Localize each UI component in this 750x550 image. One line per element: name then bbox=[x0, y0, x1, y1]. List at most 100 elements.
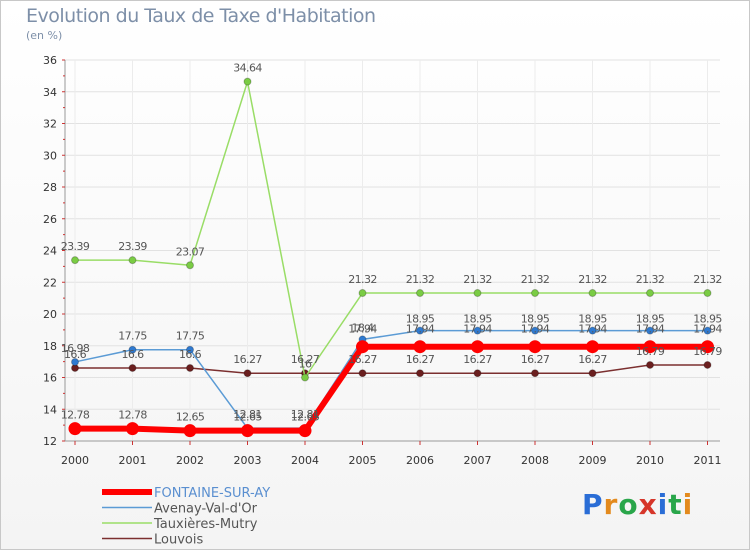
data-label-avenay-val-d-or: 16.98 bbox=[61, 342, 90, 355]
y-tick-label: 12 bbox=[43, 435, 57, 448]
data-point-louvois bbox=[531, 369, 539, 378]
y-tick-label: 20 bbox=[43, 308, 57, 321]
data-label-fontaine-sur-ay: 12.78 bbox=[118, 409, 147, 422]
data-point-tauxi-res-mutry bbox=[71, 256, 79, 265]
data-point-fontaine-sur-ay bbox=[126, 422, 139, 436]
data-point-louvois bbox=[416, 369, 424, 378]
data-label-tauxi-res-mutry: 21.32 bbox=[693, 273, 722, 286]
data-point-louvois bbox=[186, 363, 194, 372]
data-label-avenay-val-d-or: 18.95 bbox=[463, 313, 492, 326]
x-tick-label: 2000 bbox=[61, 454, 89, 467]
data-point-tauxi-res-mutry bbox=[588, 289, 597, 298]
data-label-fontaine-sur-ay: 17.94 bbox=[693, 323, 722, 336]
data-point-fontaine-sur-ay bbox=[183, 424, 197, 438]
data-label-avenay-val-d-or: 18.95 bbox=[406, 313, 435, 326]
y-tick-label: 24 bbox=[43, 245, 57, 258]
y-axis-ticks: 12 14 16 18 20 22 24 26 28 30 32 34 36 bbox=[43, 54, 65, 448]
data-label-avenay-val-d-or: 18.4 bbox=[351, 321, 374, 334]
data-label-fontaine-sur-ay: 12.78 bbox=[61, 409, 90, 422]
data-point-fontaine-sur-ay bbox=[471, 340, 484, 354]
data-point-tauxi-res-mutry bbox=[128, 256, 137, 265]
y-tick-label: 32 bbox=[43, 118, 57, 131]
series-lines bbox=[68, 77, 714, 438]
data-label-avenay-val-d-or: 17.75 bbox=[176, 330, 205, 343]
x-tick-label: 2002 bbox=[176, 454, 204, 467]
data-label-avenay-val-d-or: 12.81 bbox=[291, 408, 320, 421]
x-tick-label: 2003 bbox=[234, 454, 262, 467]
data-point-fontaine-sur-ay bbox=[298, 424, 312, 438]
data-label-fontaine-sur-ay: 17.94 bbox=[348, 323, 377, 336]
data-point-fontaine-sur-ay bbox=[701, 340, 714, 354]
x-tick-label: 2004 bbox=[291, 454, 319, 467]
data-point-avenay-val-d-or bbox=[531, 326, 539, 335]
chart-title: Evolution du Taux de Taxe d'Habitation bbox=[26, 5, 376, 27]
y-tick-label: 22 bbox=[43, 276, 57, 289]
y-tick-label: 30 bbox=[43, 149, 57, 162]
y-tick-label: 26 bbox=[43, 213, 57, 226]
data-point-avenay-val-d-or bbox=[186, 345, 194, 354]
data-point-louvois bbox=[358, 369, 367, 378]
data-label-fontaine-sur-ay: 12.65 bbox=[176, 411, 205, 424]
data-point-louvois bbox=[473, 369, 482, 378]
data-labels: 23.39 23.39 23.07 34.64 16 21.32 21.32 21.32 21.… bbox=[61, 62, 723, 424]
data-label-avenay-val-d-or: 18.95 bbox=[636, 313, 665, 326]
data-point-avenay-val-d-or bbox=[473, 326, 482, 335]
data-point-fontaine-sur-ay bbox=[528, 340, 542, 354]
data-label-louvois: 16.27 bbox=[578, 353, 607, 366]
data-label-louvois: 16.6 bbox=[179, 348, 202, 361]
data-point-tauxi-res-mutry bbox=[646, 289, 654, 298]
data-point-fontaine-sur-ay bbox=[586, 340, 599, 354]
data-label-fontaine-sur-ay: 17.94 bbox=[463, 323, 492, 336]
series-line-avenay-val-d-or bbox=[74, 329, 708, 429]
data-label-louvois: 16.6 bbox=[121, 348, 144, 361]
data-label-tauxi-res-mutry: 16 bbox=[299, 358, 312, 371]
data-point-louvois bbox=[646, 360, 654, 369]
legend-label-tauxi-res-mutry: Tauxières-Mutry bbox=[153, 517, 258, 532]
data-label-tauxi-res-mutry: 23.07 bbox=[176, 245, 205, 258]
data-label-tauxi-res-mutry: 21.32 bbox=[578, 273, 607, 286]
data-label-tauxi-res-mutry: 21.32 bbox=[463, 273, 492, 286]
data-point-avenay-val-d-or bbox=[703, 326, 712, 335]
data-point-tauxi-res-mutry bbox=[358, 289, 367, 298]
data-point-tauxi-res-mutry bbox=[243, 77, 252, 86]
data-point-avenay-val-d-or bbox=[646, 326, 654, 335]
data-label-tauxi-res-mutry: 34.64 bbox=[233, 62, 262, 75]
data-point-fontaine-sur-ay bbox=[643, 340, 657, 354]
proxiti-logo: Proxiti bbox=[582, 488, 694, 521]
data-point-louvois bbox=[588, 369, 597, 378]
y-tick-label: 14 bbox=[43, 403, 57, 416]
data-point-tauxi-res-mutry bbox=[531, 289, 539, 298]
data-point-louvois bbox=[243, 369, 252, 378]
data-point-louvois bbox=[128, 363, 137, 372]
data-point-tauxi-res-mutry bbox=[473, 289, 482, 298]
data-label-tauxi-res-mutry: 21.32 bbox=[521, 273, 550, 286]
x-tick-label: 2009 bbox=[579, 454, 607, 467]
series-line-fontaine-sur-ay bbox=[75, 343, 708, 434]
data-point-avenay-val-d-or bbox=[416, 326, 424, 335]
data-point-avenay-val-d-or bbox=[588, 326, 597, 335]
data-label-fontaine-sur-ay: 17.94 bbox=[636, 323, 665, 336]
data-point-avenay-val-d-or bbox=[128, 345, 137, 354]
data-label-louvois: 16.79 bbox=[693, 345, 722, 358]
data-label-tauxi-res-mutry: 23.39 bbox=[118, 240, 147, 253]
data-label-fontaine-sur-ay: 12.65 bbox=[233, 411, 262, 424]
x-tick-label: 2007 bbox=[464, 454, 492, 467]
data-label-louvois: 16.27 bbox=[463, 353, 492, 366]
legend-label-louvois: Louvois bbox=[154, 533, 203, 548]
data-point-tauxi-res-mutry bbox=[416, 289, 424, 298]
x-tick-label: 2011 bbox=[694, 454, 722, 467]
data-label-avenay-val-d-or: 18.95 bbox=[578, 313, 607, 326]
data-label-avenay-val-d-or: 12.81 bbox=[233, 408, 262, 421]
chart-unit: (en %) bbox=[26, 29, 63, 42]
y-tick-label: 36 bbox=[43, 54, 57, 67]
data-point-fontaine-sur-ay bbox=[413, 340, 427, 354]
data-point-louvois bbox=[703, 360, 712, 369]
data-point-avenay-val-d-or bbox=[71, 357, 79, 366]
x-tick-label: 2001 bbox=[119, 454, 147, 467]
data-label-tauxi-res-mutry: 21.32 bbox=[348, 273, 377, 286]
x-tick-label: 2008 bbox=[521, 454, 549, 467]
data-point-fontaine-sur-ay bbox=[241, 424, 254, 438]
data-label-avenay-val-d-or: 18.95 bbox=[693, 313, 722, 326]
data-label-fontaine-sur-ay: 17.94 bbox=[521, 323, 550, 336]
